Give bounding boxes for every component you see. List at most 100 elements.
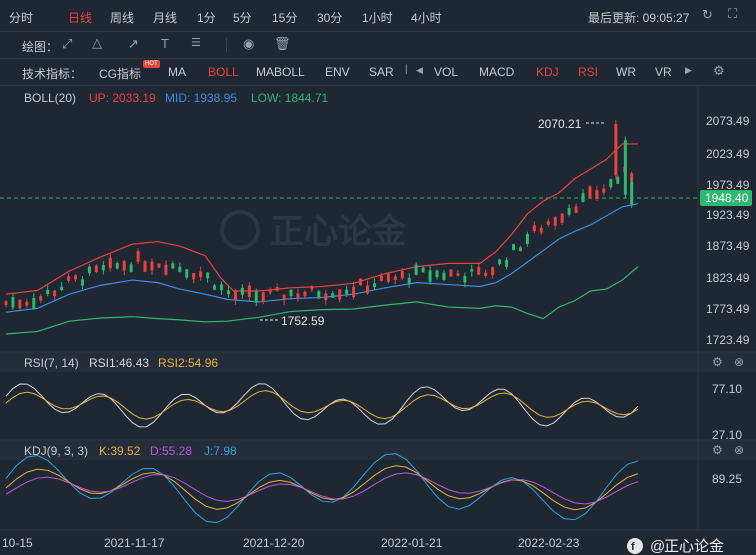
ind-vol[interactable]: VOL bbox=[434, 65, 459, 79]
rsi-tick-0: 77.10 bbox=[712, 382, 742, 396]
kdj-settings-icon[interactable]: ⚙ bbox=[712, 443, 723, 457]
ind-sar[interactable]: SAR bbox=[369, 65, 394, 79]
chevron-left-icon[interactable]: ◀ bbox=[416, 65, 423, 75]
ind-env[interactable]: ENV bbox=[325, 65, 350, 79]
indicator-label: 技术指标： bbox=[22, 67, 83, 81]
y-tick-7: 1723.49 bbox=[706, 333, 750, 347]
x-tick-0: 10-15 bbox=[2, 536, 33, 550]
y-tick-1: 2023.49 bbox=[706, 147, 750, 161]
candle-body bbox=[101, 265, 105, 271]
candle-body bbox=[595, 190, 599, 199]
kdj-close-icon[interactable]: ⊗ bbox=[734, 443, 744, 457]
candle-body bbox=[421, 267, 425, 273]
candle-body bbox=[275, 286, 279, 291]
rsi-lines bbox=[5, 383, 639, 428]
candle-body bbox=[60, 286, 64, 291]
tab-1hour[interactable]: 1小时 bbox=[362, 11, 393, 25]
candlesticks bbox=[4, 120, 634, 311]
candle-body bbox=[560, 213, 564, 223]
candle-body bbox=[581, 193, 585, 202]
tab-daily[interactable]: 日线 bbox=[68, 11, 93, 25]
candle-body bbox=[449, 269, 453, 277]
tab-15min[interactable]: 15分 bbox=[272, 11, 298, 25]
candle-body bbox=[614, 124, 618, 176]
current-price-text: 1948.40 bbox=[705, 191, 749, 205]
tab-5min[interactable]: 5分 bbox=[233, 11, 252, 25]
chevron-right-icon[interactable]: ▶ bbox=[685, 65, 692, 75]
rsi2-label: RSI2:54.96 bbox=[158, 356, 218, 370]
candle-body bbox=[94, 265, 98, 273]
kdj-j-label: J:7.98 bbox=[204, 444, 237, 458]
candle-body bbox=[359, 278, 363, 285]
tab-1min[interactable]: 1分 bbox=[197, 11, 216, 25]
boll-header bbox=[0, 86, 756, 108]
ind-cg[interactable]: CG指标 bbox=[99, 67, 142, 81]
arrow-tool-icon[interactable]: ↗ bbox=[128, 36, 139, 51]
triangle-tool-icon[interactable]: △ bbox=[92, 35, 102, 50]
candle-body bbox=[623, 140, 627, 195]
candle-body bbox=[87, 266, 91, 274]
fullscreen-icon[interactable]: ⛶ bbox=[728, 6, 738, 21]
x-tick-2: 2021-12-20 bbox=[243, 536, 305, 550]
candle-body bbox=[192, 272, 196, 280]
ind-macd[interactable]: MACD bbox=[479, 65, 515, 79]
candle-body bbox=[129, 264, 133, 273]
candle-body bbox=[491, 267, 495, 276]
rsi-settings-icon[interactable]: ⚙ bbox=[712, 355, 723, 369]
ind-vr[interactable]: VR bbox=[655, 65, 672, 79]
candle-body bbox=[157, 263, 161, 268]
candle-body bbox=[310, 286, 314, 290]
trash-icon[interactable]: 🗑 bbox=[274, 36, 291, 51]
boll-upper-line bbox=[5, 143, 638, 295]
boll-lower-line bbox=[5, 266, 639, 335]
kdj-k-line bbox=[5, 465, 639, 511]
text-tool-icon[interactable]: T bbox=[161, 36, 169, 51]
candle-body bbox=[630, 181, 634, 205]
candle-body bbox=[630, 173, 634, 182]
candle-body bbox=[108, 257, 112, 269]
draw-label: 绘图： bbox=[22, 40, 59, 54]
kdj-d-line bbox=[5, 472, 639, 505]
tab-4hour[interactable]: 4小时 bbox=[411, 11, 442, 25]
fib-tool-icon[interactable]: ☰ bbox=[191, 37, 201, 49]
chart-area[interactable]: 正心论金 BOLL(20) UP: 2033.19 MID: 1938.95 L… bbox=[0, 86, 756, 555]
refresh-icon[interactable]: ↻ bbox=[702, 7, 713, 22]
tab-fenshi[interactable]: 分时 bbox=[9, 11, 34, 25]
candle-body bbox=[282, 294, 286, 301]
timeframe-bar: 分时 日线 周线 月线 1分 5分 15分 30分 1小时 4小时 最后更新: … bbox=[0, 0, 756, 32]
candle-body bbox=[213, 285, 217, 290]
ind-kdj[interactable]: KDJ bbox=[536, 65, 559, 79]
rsi1-line bbox=[5, 383, 639, 428]
ind-ma[interactable]: MA bbox=[168, 65, 186, 79]
annotation-high: 2070.21 bbox=[538, 117, 582, 131]
tab-weekly[interactable]: 周线 bbox=[110, 11, 135, 25]
candle-body bbox=[240, 287, 244, 295]
ind-rsi[interactable]: RSI bbox=[578, 65, 599, 79]
candle-body bbox=[247, 285, 251, 298]
y-tick-6: 1773.49 bbox=[706, 302, 750, 316]
ind-boll[interactable]: BOLL bbox=[208, 65, 239, 79]
boll-mid-line bbox=[5, 203, 639, 313]
candle-body bbox=[400, 270, 404, 279]
line-tool-icon[interactable]: ⤢ bbox=[62, 36, 73, 51]
settings-gear-icon[interactable]: ⚙ bbox=[713, 63, 725, 78]
candle-body bbox=[602, 188, 606, 193]
candle-body bbox=[18, 299, 22, 309]
candle-body bbox=[80, 279, 84, 286]
ind-wr[interactable]: WR bbox=[616, 65, 636, 79]
eye-icon[interactable]: ◉ bbox=[243, 36, 255, 51]
boll-bands bbox=[5, 143, 639, 335]
candle-body bbox=[25, 301, 29, 306]
candle-body bbox=[525, 234, 529, 244]
candle-body bbox=[185, 269, 189, 278]
kdj-lines bbox=[5, 453, 639, 524]
ind-maboll[interactable]: MABOLL bbox=[256, 65, 305, 79]
candle-body bbox=[324, 293, 328, 300]
candle-body bbox=[67, 276, 71, 281]
drawing-toolbar: 绘图： ⤢ △ ↗ T ☰ ◉ 🗑 bbox=[0, 32, 756, 59]
candle-body bbox=[11, 297, 15, 308]
candle-body bbox=[414, 264, 418, 276]
rsi-close-icon[interactable]: ⊗ bbox=[734, 355, 744, 369]
tab-30min[interactable]: 30分 bbox=[317, 11, 343, 25]
tab-monthly[interactable]: 月线 bbox=[153, 11, 178, 25]
